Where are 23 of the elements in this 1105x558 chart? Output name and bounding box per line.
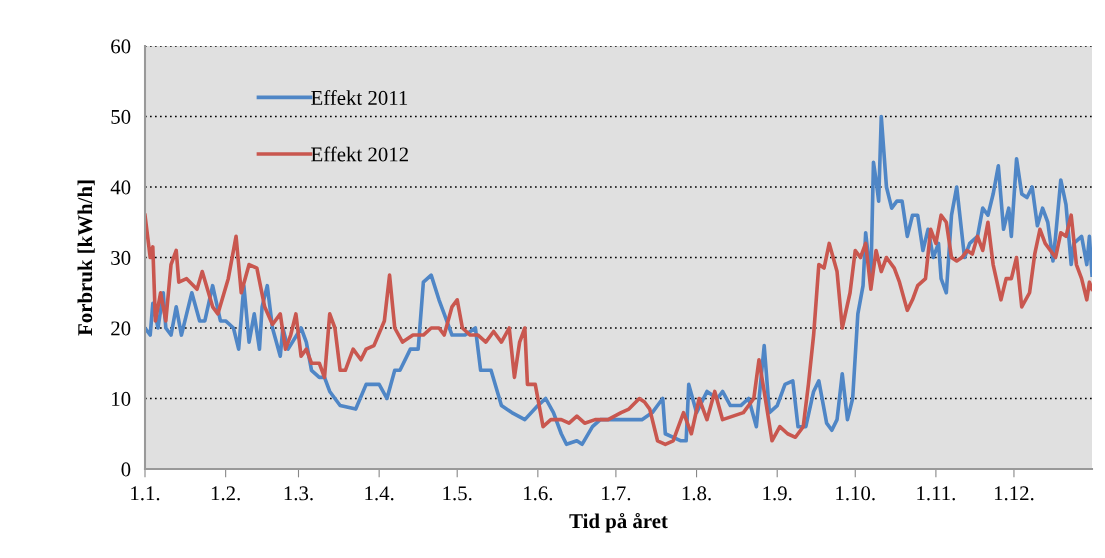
x-tick-label: 1.4. [365,486,394,501]
x-tick-label: 1.6. [524,486,553,501]
legend-label: Effekt 2011 [311,90,408,105]
x-tick-label: 1.8. [682,486,711,501]
x-tick-label: 1.1. [131,486,160,501]
y-tick-label: 10 [112,391,131,406]
x-tick-label: 1.10. [836,486,875,501]
y-axis-title: Forbruk [kWh/h] [77,180,95,336]
y-tick-label: 60 [111,39,131,54]
y-tick-label: 50 [111,109,131,124]
x-tick-label: 1.11. [917,486,955,501]
x-tick-label: 1.9. [763,486,792,501]
legend-label: Effekt 2012 [311,146,408,162]
x-tick-label: 1.2. [211,486,240,501]
y-tick-label: 30 [111,250,131,265]
y-tick-label: 20 [111,321,131,336]
x-axis-title: Tid på året [569,512,668,533]
x-tick-label: 1.5. [443,486,472,501]
y-tick-label: 40 [110,180,131,195]
x-tick-label: 1.7. [602,486,631,501]
x-tick-label: 1.3. [284,486,313,501]
x-tick-label: 1.12. [994,486,1034,501]
y-tick-label: 0 [121,462,131,477]
